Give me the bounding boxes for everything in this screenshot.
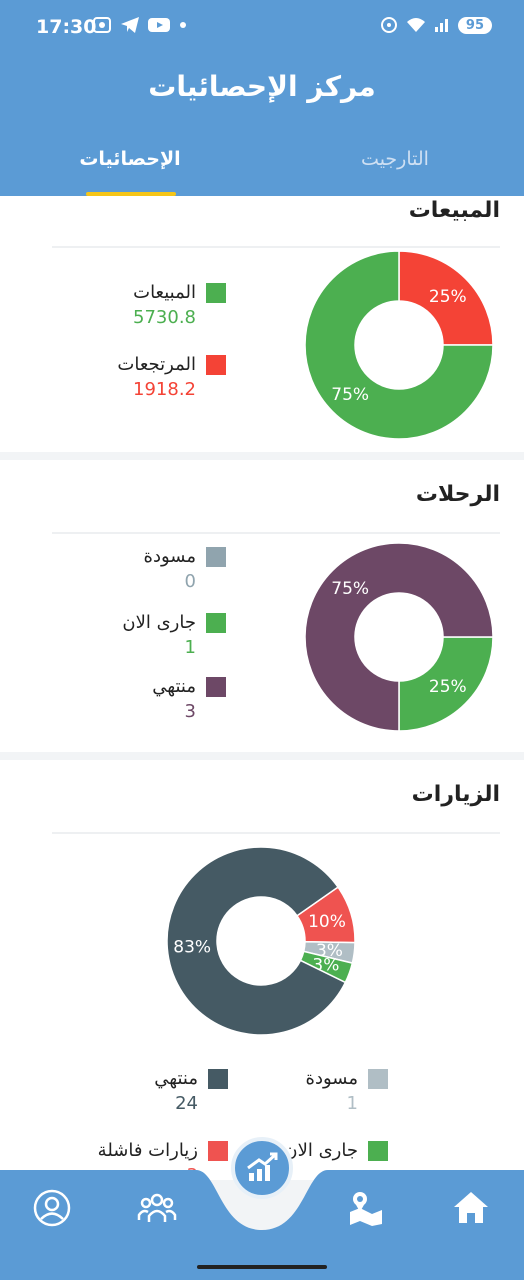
youtube-icon — [148, 18, 170, 32]
trips-slice-label-0: 25% — [429, 677, 467, 697]
signal-icon — [434, 19, 448, 32]
sales-slice-1 — [304, 250, 494, 440]
chart-icon — [247, 1152, 278, 1181]
telegram-icon — [121, 17, 139, 33]
legend-value: 1918.2 — [133, 379, 196, 400]
sales-legend-returns: المرتجعات 1918.2 — [26, 354, 226, 400]
trips-slice-label-1: 75% — [331, 579, 369, 599]
visits-slice-3 — [166, 846, 347, 1036]
legend-label: منتهي — [152, 676, 196, 697]
legend-label: المبيعات — [133, 282, 196, 303]
visits-slice-label-0: 10% — [308, 912, 346, 932]
legend-label: منتهي — [154, 1068, 198, 1089]
trips-card-title: الرحلات — [415, 482, 500, 507]
legend-label: جارى الان — [122, 612, 196, 633]
statistics-fab-button[interactable] — [231, 1137, 293, 1199]
trips-legend-finished: منتهي 3 — [26, 676, 226, 722]
legend-swatch — [206, 282, 226, 303]
tab-statistics[interactable]: الإحصائيات — [79, 148, 181, 170]
profile-icon — [33, 1189, 71, 1227]
legend-value: 1 — [346, 1093, 358, 1114]
legend-value: 0 — [184, 571, 196, 592]
hotspot-icon — [380, 17, 397, 33]
group-icon — [137, 1193, 177, 1222]
status-notification-icons — [92, 16, 188, 34]
nav-team-button[interactable] — [137, 1188, 177, 1228]
sales-slice-label-0: 25% — [429, 287, 467, 307]
legend-value: 24 — [175, 1093, 198, 1114]
legend-swatch — [208, 1140, 228, 1161]
legend-swatch — [206, 612, 226, 633]
tab-target[interactable]: التارجيت — [361, 148, 429, 170]
legend-swatch — [368, 1140, 388, 1161]
trips-slice-0 — [398, 636, 494, 732]
legend-swatch — [206, 354, 226, 375]
status-system-icons: 95 — [380, 16, 492, 34]
trips-card: الرحلات مسودة 0 جارى الان 1 منتهي 3 25% 7… — [0, 460, 524, 752]
visits-divider — [52, 832, 500, 834]
legend-swatch — [206, 676, 226, 697]
visits-donut-chart: 10%3%3%83% — [166, 846, 356, 1036]
visits-legend-ongoing: جارى الان — [168, 1140, 388, 1161]
sales-slice-0 — [398, 250, 494, 346]
dot-icon — [180, 22, 186, 28]
visits-legend-draft: مسودة 1 — [168, 1068, 388, 1114]
sales-legend-sales: المبيعات 5730.8 — [26, 282, 226, 328]
sales-divider — [52, 246, 500, 248]
legend-value: 3 — [184, 701, 196, 722]
home-icon — [454, 1192, 488, 1223]
bottom-navigation-bar — [0, 1170, 524, 1280]
screenshot-icon — [93, 17, 111, 33]
status-bar: 17:30 95 — [0, 0, 524, 56]
visits-card: الزيارات 10% 3% 3% 83% منتهي 24 مسودة 1 زيا… — [0, 760, 524, 1186]
legend-swatch — [368, 1068, 388, 1089]
nav-profile-button[interactable] — [32, 1188, 72, 1228]
gesture-bar — [197, 1265, 327, 1269]
legend-value: 1 — [184, 637, 196, 658]
trips-donut-chart: 25% 75% — [304, 542, 494, 732]
app-header: 17:30 95 مركز الإحصائيات الإحصائيات التا… — [0, 0, 524, 196]
legend-swatch — [208, 1068, 228, 1089]
visits-card-title: الزيارات — [411, 782, 500, 807]
sales-card: المبيعات المبيعات 5730.8 المرتجعات 1918.… — [0, 196, 524, 452]
nav-map-button[interactable] — [346, 1188, 386, 1228]
sales-card-title: المبيعات — [408, 198, 500, 223]
legend-swatch — [206, 546, 226, 567]
trips-slice-1 — [304, 542, 494, 732]
visits-legend-finished: منتهي 24 — [8, 1068, 228, 1114]
trips-legend-ongoing: جارى الان 1 — [26, 612, 226, 658]
nav-home-button[interactable] — [451, 1188, 491, 1228]
page-title: مركز الإحصائيات — [148, 70, 376, 103]
trips-legend-draft: مسودة 0 — [26, 546, 226, 592]
wifi-icon — [406, 18, 425, 32]
active-tab-indicator — [86, 192, 176, 196]
legend-value: 5730.8 — [133, 307, 196, 328]
battery-indicator: 95 — [457, 16, 492, 34]
legend-label: جارى الان — [284, 1140, 358, 1161]
status-time: 17:30 — [36, 16, 97, 38]
map-icon — [350, 1192, 382, 1226]
trips-divider — [52, 532, 500, 534]
visits-slice-label-3: 83% — [173, 937, 211, 957]
legend-label: المرتجعات — [117, 354, 196, 375]
sales-slice-label-1: 75% — [331, 385, 369, 405]
legend-label: مسودة — [143, 546, 196, 567]
legend-label: مسودة — [305, 1068, 358, 1089]
legend-label: زيارات فاشلة — [97, 1140, 198, 1161]
sales-donut-chart: 25% 75% — [304, 250, 494, 440]
